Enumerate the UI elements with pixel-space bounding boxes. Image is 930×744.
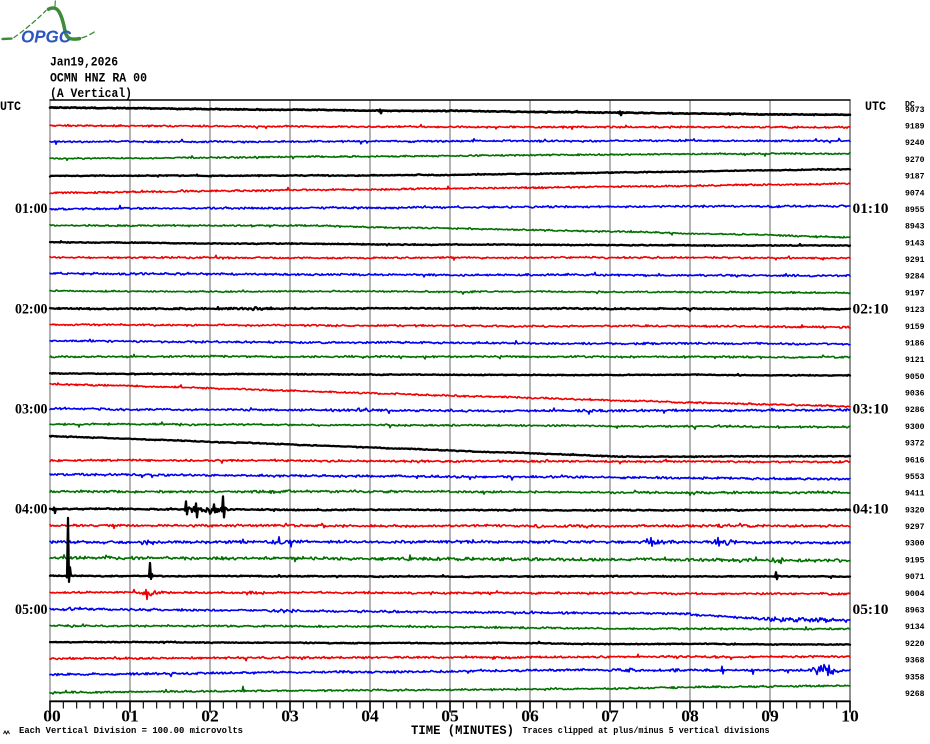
svg-text:9358: 9358 bbox=[905, 672, 925, 682]
svg-text:9123: 9123 bbox=[905, 305, 925, 315]
svg-text:05:10: 05:10 bbox=[853, 602, 889, 618]
svg-text:Jan19,2026: Jan19,2026 bbox=[50, 55, 118, 70]
svg-text:9143: 9143 bbox=[905, 238, 925, 248]
svg-text:UTC: UTC bbox=[0, 99, 21, 114]
svg-text:8955: 8955 bbox=[905, 205, 925, 215]
svg-text:9187: 9187 bbox=[905, 172, 925, 182]
svg-text:01: 01 bbox=[121, 707, 139, 726]
svg-text:Each Vertical Division = 100.: Each Vertical Division = 100.00 microvol… bbox=[19, 726, 243, 736]
svg-text:9320: 9320 bbox=[905, 505, 925, 515]
svg-text:02: 02 bbox=[201, 707, 219, 726]
svg-text:02:10: 02:10 bbox=[853, 301, 889, 317]
svg-text:9368: 9368 bbox=[905, 656, 925, 666]
svg-text:9195: 9195 bbox=[905, 555, 925, 565]
svg-text:05: 05 bbox=[441, 707, 459, 726]
svg-text:9074: 9074 bbox=[905, 188, 925, 198]
svg-text:07: 07 bbox=[601, 707, 619, 726]
svg-text:9616: 9616 bbox=[905, 455, 925, 465]
svg-text:9270: 9270 bbox=[905, 155, 925, 165]
svg-text:9050: 9050 bbox=[905, 372, 925, 382]
svg-text:9297: 9297 bbox=[905, 522, 925, 532]
svg-text:03:10: 03:10 bbox=[853, 402, 889, 418]
svg-text:02:00: 02:00 bbox=[15, 301, 48, 317]
svg-text:04: 04 bbox=[361, 707, 379, 726]
svg-text:9300: 9300 bbox=[905, 422, 925, 432]
svg-text:9073: 9073 bbox=[905, 105, 925, 115]
svg-text:8943: 8943 bbox=[905, 222, 925, 232]
svg-text:04:00: 04:00 bbox=[15, 502, 48, 518]
svg-text:09: 09 bbox=[761, 707, 779, 726]
svg-text:OPGC: OPGC bbox=[21, 27, 71, 47]
svg-text:9071: 9071 bbox=[905, 572, 925, 582]
svg-text:UTC: UTC bbox=[865, 99, 886, 114]
svg-text:01:00: 01:00 bbox=[15, 201, 48, 217]
svg-text:9411: 9411 bbox=[905, 489, 925, 499]
svg-text:9197: 9197 bbox=[905, 288, 925, 298]
svg-text:06: 06 bbox=[521, 707, 539, 726]
svg-text:04:10: 04:10 bbox=[853, 502, 889, 518]
svg-text:9240: 9240 bbox=[905, 138, 925, 148]
svg-text:9186: 9186 bbox=[905, 339, 925, 349]
svg-text:10: 10 bbox=[841, 707, 859, 726]
svg-text:9004: 9004 bbox=[905, 589, 925, 599]
svg-text:DC: DC bbox=[905, 100, 915, 110]
svg-text:Traces clipped at plus/minus 5: Traces clipped at plus/minus 5 vertical … bbox=[523, 726, 770, 736]
svg-text:9268: 9268 bbox=[905, 689, 925, 699]
svg-text:9220: 9220 bbox=[905, 639, 925, 649]
svg-text:03: 03 bbox=[281, 707, 299, 726]
svg-text:9036: 9036 bbox=[905, 389, 925, 399]
svg-text:OCMN HNZ RA 00: OCMN HNZ RA 00 bbox=[50, 71, 147, 86]
svg-text:00: 00 bbox=[43, 707, 61, 726]
svg-text:01:10: 01:10 bbox=[853, 201, 889, 217]
svg-text:9291: 9291 bbox=[905, 255, 925, 265]
svg-text:08: 08 bbox=[681, 707, 699, 726]
svg-text:9134: 9134 bbox=[905, 622, 925, 632]
svg-text:9284: 9284 bbox=[905, 272, 925, 282]
svg-text:TIME (MINUTES): TIME (MINUTES) bbox=[411, 724, 514, 738]
svg-text:8963: 8963 bbox=[905, 606, 925, 616]
svg-text:9286: 9286 bbox=[905, 405, 925, 415]
svg-text:9300: 9300 bbox=[905, 539, 925, 549]
svg-text:9159: 9159 bbox=[905, 322, 925, 332]
svg-text:(A Vertical): (A Vertical) bbox=[50, 86, 132, 101]
svg-text:03:00: 03:00 bbox=[15, 402, 48, 418]
svg-text:9553: 9553 bbox=[905, 472, 925, 482]
svg-text:9121: 9121 bbox=[905, 355, 925, 365]
svg-text:05:00: 05:00 bbox=[15, 602, 48, 618]
svg-text:9189: 9189 bbox=[905, 122, 925, 132]
svg-text:9372: 9372 bbox=[905, 439, 925, 449]
